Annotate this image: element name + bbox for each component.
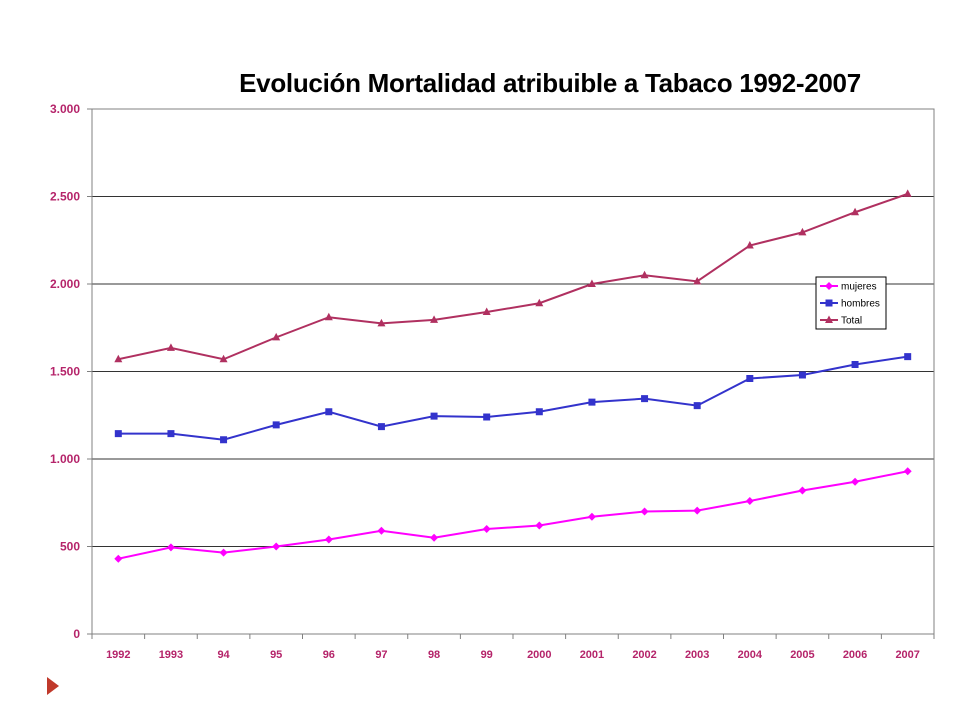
next-slide-arrow-icon[interactable] — [47, 677, 59, 695]
x-axis-ticks: 1992 1993 94 95 96 97 98 99 2000 2001 2002 2003 2004… — [91, 634, 935, 661]
data-point — [430, 533, 439, 542]
data-point — [272, 542, 281, 551]
data-point — [851, 477, 860, 486]
data-point — [903, 467, 912, 476]
x-tick-label: 2003 — [685, 649, 709, 661]
data-point — [167, 430, 175, 438]
y-tick-label: 2.000 — [50, 277, 80, 291]
data-point — [798, 486, 807, 495]
data-point — [114, 430, 122, 438]
data-point — [219, 354, 228, 363]
data-point — [219, 548, 228, 557]
data-point — [482, 525, 491, 533]
x-tick-label: 2000 — [527, 649, 551, 661]
x-tick-label: 2002 — [632, 649, 656, 661]
legend-item: hombres — [820, 299, 880, 310]
legend: mujeres hombres Total — [815, 276, 887, 330]
data-point — [798, 227, 807, 236]
data-point — [641, 395, 649, 403]
data-point — [325, 408, 333, 416]
data-point — [640, 270, 649, 279]
x-tick-label: 2007 — [895, 649, 919, 661]
data-point — [746, 375, 754, 382]
x-tick-label: 1992 — [106, 649, 130, 661]
series — [114, 189, 912, 563]
x-tick-label: 98 — [428, 649, 440, 661]
data-point — [851, 207, 860, 216]
data-point — [851, 361, 859, 368]
data-point — [377, 423, 385, 431]
data-point — [535, 298, 544, 307]
chart-title: Evolución Mortalidad atribuible a Tabaco… — [239, 68, 861, 98]
y-tick-label: 1.500 — [50, 365, 80, 379]
legend-marker — [825, 315, 833, 323]
data-point — [114, 354, 123, 363]
data-point — [693, 506, 702, 515]
x-tick-label: 94 — [217, 649, 230, 661]
y-axis-ticks: 0 500 1.000 1.500 2.000 2.500 3.000 — [50, 102, 92, 641]
series-hombres — [114, 353, 912, 444]
legend-label: hombres — [841, 299, 880, 310]
series-line — [118, 355, 908, 441]
y-tick-label: 2.500 — [50, 190, 80, 204]
legend-item: Total — [820, 315, 862, 327]
x-tick-label: 2006 — [843, 649, 867, 661]
data-point — [482, 307, 491, 315]
data-point — [745, 241, 754, 249]
data-point — [324, 535, 333, 544]
data-point — [377, 318, 386, 327]
data-point — [587, 512, 596, 521]
legend-item: mujeres — [820, 282, 877, 293]
x-tick-label: 2004 — [738, 649, 763, 661]
data-point — [166, 543, 175, 552]
data-point — [587, 279, 596, 287]
data-point — [220, 436, 228, 444]
x-tick-label: 2005 — [790, 649, 814, 661]
data-point — [745, 497, 754, 505]
data-point — [693, 276, 702, 285]
legend-marker — [825, 282, 833, 290]
series-mujeres — [114, 467, 912, 563]
legend-marker — [825, 299, 833, 307]
data-point — [483, 413, 491, 421]
series-line — [118, 470, 908, 560]
x-tick-label: 96 — [323, 649, 335, 661]
y-tick-label: 0 — [73, 627, 80, 641]
data-point — [166, 343, 175, 351]
data-point — [640, 507, 649, 516]
data-point — [535, 521, 544, 530]
data-point — [430, 412, 438, 420]
x-tick-label: 2001 — [580, 649, 604, 661]
data-point — [903, 189, 912, 197]
data-point — [324, 312, 333, 321]
x-tick-label: 97 — [375, 649, 387, 661]
data-point — [272, 421, 280, 429]
data-point — [272, 332, 281, 341]
x-tick-label: 1993 — [159, 649, 183, 661]
y-tick-label: 3.000 — [50, 102, 80, 116]
legend-label: Total — [841, 316, 862, 327]
y-tick-label: 500 — [60, 540, 80, 554]
data-point — [588, 398, 596, 406]
data-point — [377, 526, 386, 535]
data-point — [693, 402, 701, 410]
data-point — [535, 408, 543, 416]
series-line — [118, 192, 909, 361]
legend-label: mujeres — [841, 282, 877, 293]
y-tick-label: 1.000 — [50, 452, 80, 466]
data-point — [904, 353, 912, 361]
data-point — [430, 315, 439, 323]
x-tick-label: 95 — [270, 649, 282, 661]
data-point — [114, 554, 123, 563]
series-total — [114, 189, 912, 363]
data-point — [798, 371, 806, 379]
x-tick-label: 99 — [481, 649, 493, 661]
grid-lines — [92, 196, 934, 547]
